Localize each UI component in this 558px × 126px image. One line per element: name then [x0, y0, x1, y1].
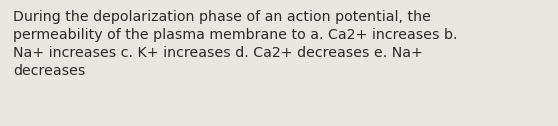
Text: During the depolarization phase of an action potential, the
permeability of the : During the depolarization phase of an ac…: [13, 10, 458, 77]
